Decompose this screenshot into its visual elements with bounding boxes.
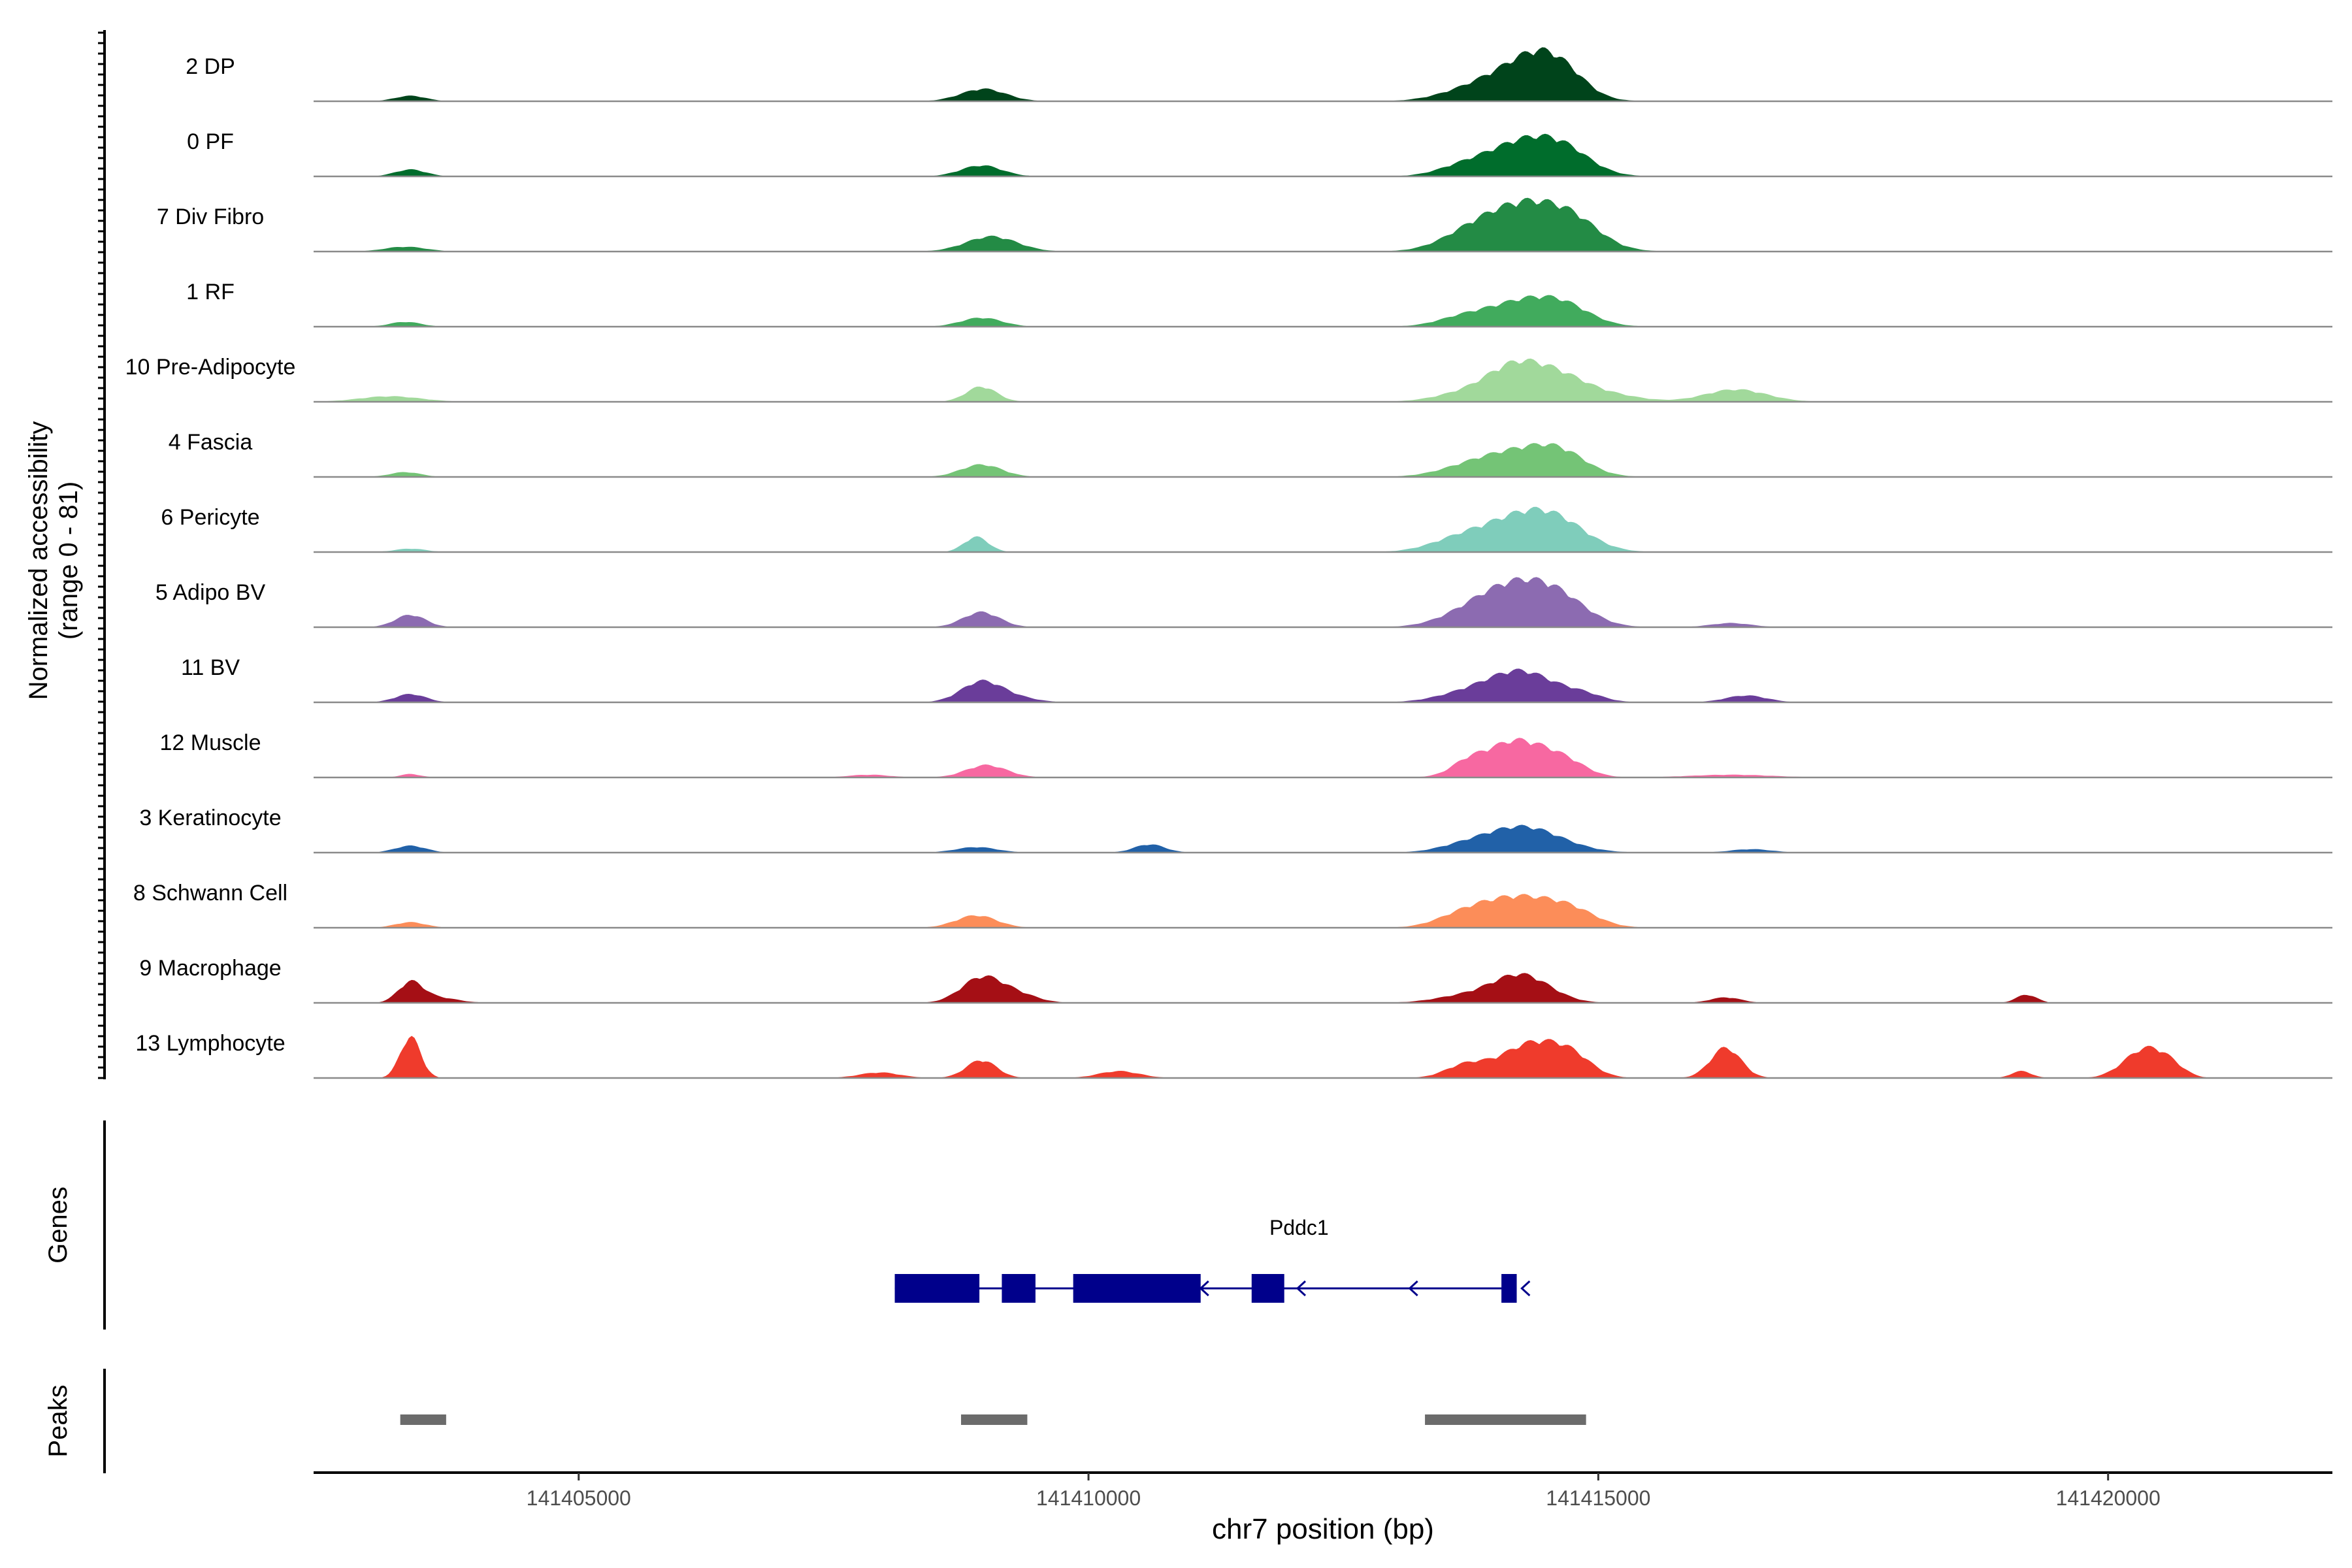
track-5-adipo-bv: 5 Adipo BV: [155, 577, 2332, 629]
track-label: 9 Macrophage: [139, 956, 281, 981]
track-label: 0 PF: [187, 129, 234, 154]
track-12-muscle: 12 Muscle: [160, 730, 2332, 779]
track-3-keratinocyte: 3 Keratinocyte: [139, 806, 2332, 854]
track-8-schwann-cell: 8 Schwann Cell: [133, 881, 2332, 929]
track-label: 12 Muscle: [160, 730, 261, 755]
x-tick-label: 141415000: [1546, 1486, 1650, 1510]
coverage-area: [314, 738, 2332, 777]
x-axis: 141405000 141410000 141415000 141420000 chr…: [314, 1471, 2332, 1545]
track-label: 8 Schwann Cell: [133, 881, 287, 906]
coverage-area: [314, 668, 2332, 702]
track-9-macrophage: 9 Macrophage: [139, 956, 2332, 1004]
track-label: 2 DP: [186, 54, 235, 79]
track-label: 6 Pericyte: [161, 505, 259, 530]
track-7-div-fibro: 7 Div Fibro: [157, 197, 2332, 253]
gene-exon: [1501, 1274, 1517, 1303]
gene-models: Pddc1: [894, 1216, 1531, 1303]
coverage-area: [314, 577, 2332, 627]
x-axis-label: chr7 position (bp): [1212, 1513, 1434, 1545]
track-label: 3 Keratinocyte: [139, 806, 281, 830]
track-label: 10 Pre-Adipocyte: [125, 355, 296, 380]
gene-label: Pddc1: [1269, 1216, 1329, 1239]
genes-track: Genes Pddc1: [44, 1120, 1531, 1330]
track-11-bv: 11 BV: [181, 655, 2332, 704]
gene-exon: [1002, 1274, 1036, 1303]
x-tick-label: 141420000: [2056, 1486, 2161, 1510]
track-10-pre-adipocyte: 10 Pre-Adipocyte: [125, 355, 2332, 403]
track-4-fascia: 4 Fascia: [169, 430, 2332, 478]
track-13-lymphocyte: 13 Lymphocyte: [135, 1031, 2332, 1079]
x-tick-label: 141410000: [1036, 1486, 1141, 1510]
track-6-pericyte: 6 Pericyte: [161, 505, 2332, 553]
peak-region: [1425, 1414, 1586, 1425]
coverage-area: [314, 295, 2332, 327]
coverage-area: [314, 47, 2332, 101]
track-label: 7 Div Fibro: [157, 204, 264, 229]
gene-exon: [1073, 1274, 1201, 1303]
gene-pddc1: Pddc1: [894, 1216, 1531, 1303]
peaks-track: Peaks: [44, 1369, 1586, 1473]
genes-axis-label: Genes: [44, 1186, 73, 1264]
coverage-area: [314, 506, 2332, 552]
track-label: 5 Adipo BV: [155, 580, 266, 605]
track-label: 13 Lymphocyte: [135, 1031, 285, 1056]
track-0-pf: 0 PF: [187, 129, 2332, 178]
coverage-area: [314, 358, 2332, 402]
coverage-area: [314, 443, 2332, 477]
track-2-dp: 2 DP: [186, 47, 2332, 103]
peak-region: [400, 1414, 446, 1425]
y-axis-label-line1: Normalized accessibility: [24, 421, 53, 700]
y-axis-ticks: [98, 31, 105, 1079]
track-1-rf: 1 RF: [186, 280, 2332, 328]
gene-exon: [1251, 1274, 1284, 1303]
strand-arrow: [1296, 1280, 1306, 1297]
coverage-area: [314, 133, 2332, 176]
coverage-area: [314, 973, 2332, 1003]
peak-regions: [400, 1414, 1586, 1425]
track-label: 11 BV: [181, 655, 240, 680]
coverage-area: [314, 197, 2332, 252]
x-axis-ticks: 141405000 141410000 141415000 141420000: [527, 1473, 2161, 1510]
y-axis-label-line2: (range 0 - 81): [54, 482, 83, 640]
gene-exon: [894, 1274, 980, 1303]
track-label: 1 RF: [186, 280, 235, 304]
x-tick-label: 141405000: [527, 1486, 631, 1510]
strand-arrow: [1408, 1280, 1418, 1297]
coverage-area: [314, 825, 2332, 853]
coverage-tracks: 2 DP 0 PF 7 Div Fibro 1 RF 10 Pre-Adipocyte 4…: [125, 47, 2332, 1079]
peaks-axis-label: Peaks: [44, 1384, 73, 1457]
coverage-area: [314, 894, 2332, 928]
track-label: 4 Fascia: [169, 430, 253, 455]
peak-region: [960, 1414, 1028, 1425]
strand-arrow: [1199, 1280, 1209, 1297]
strand-arrow: [1520, 1280, 1531, 1297]
coverage-area: [314, 1036, 2332, 1078]
